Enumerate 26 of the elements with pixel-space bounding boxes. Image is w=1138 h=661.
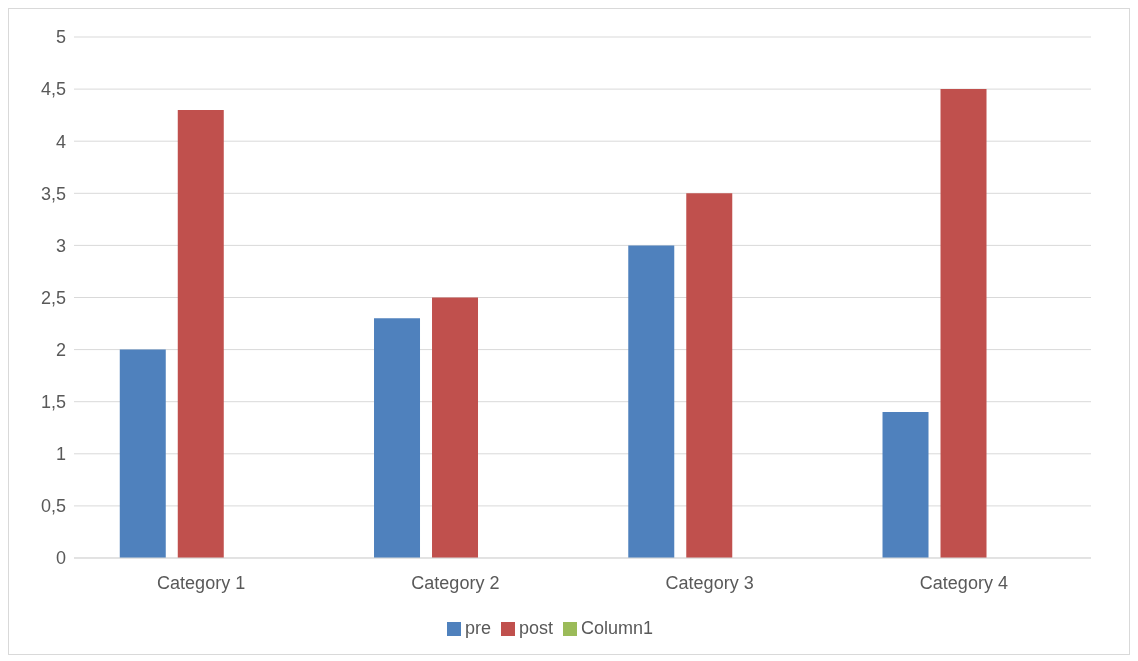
x-tick-label: Category 2 (411, 572, 500, 593)
bar (432, 297, 479, 558)
y-tick-label: 1 (55, 444, 66, 465)
x-tick-label: Category 3 (665, 572, 754, 593)
bar (882, 412, 929, 558)
y-tick-label: 0 (55, 548, 66, 569)
y-tick-label: 1,5 (40, 392, 66, 413)
y-tick-label: 0,5 (40, 496, 66, 517)
y-tick-label: 3,5 (40, 183, 66, 204)
bar (628, 245, 675, 558)
y-tick-label: 2,5 (40, 287, 66, 308)
y-tick-label: 5 (55, 27, 66, 48)
y-tick-label: 4 (55, 131, 66, 152)
bar (177, 109, 224, 558)
y-tick-label: 3 (55, 235, 66, 256)
x-tick-label: Category 1 (157, 572, 246, 593)
legend-label: pre (464, 618, 491, 638)
x-tick-label: Category 4 (919, 572, 1008, 593)
legend-label: post (518, 618, 553, 638)
bar (119, 349, 166, 558)
legend-label: Column1 (581, 618, 654, 638)
y-tick-label: 4,5 (40, 79, 66, 100)
y-tick-label: 2 (55, 339, 66, 360)
bar (940, 89, 987, 558)
bar (686, 193, 733, 558)
bar (374, 318, 421, 558)
